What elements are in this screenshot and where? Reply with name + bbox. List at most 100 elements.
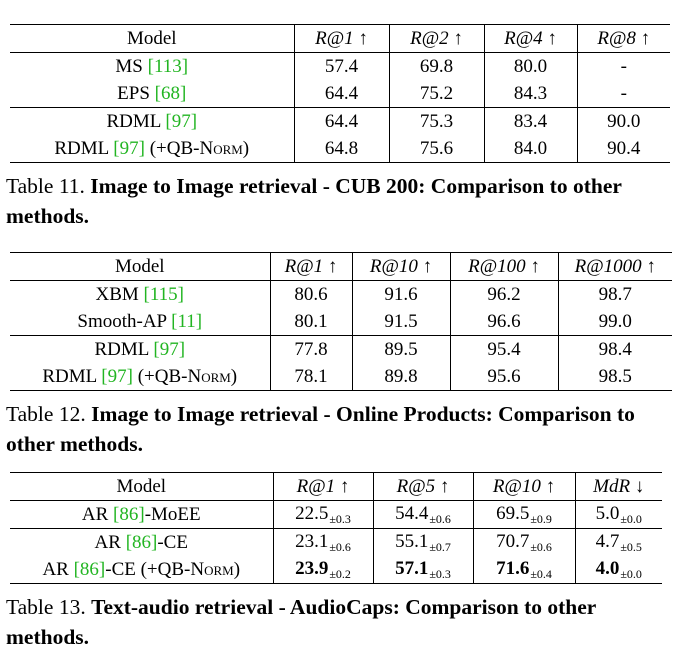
caption-label: Table 13. [6, 595, 92, 619]
value-cell: 54.4±0.6 [372, 500, 473, 529]
std-dev: ±0.5 [620, 540, 642, 554]
model-cell: RDML [97] (+QB-Norm) [10, 135, 294, 163]
table-row: AR [86]-CE (+QB-Norm) 23.9±0.2 57.1±0.3 … [10, 556, 662, 584]
value-cell: 89.8 [351, 363, 450, 391]
header-r1: R@1 ↑ [293, 24, 389, 53]
header-r5: R@5 ↑ [372, 472, 473, 501]
value-cell: 64.4 [293, 107, 389, 135]
std-dev: ±0.0 [620, 567, 642, 581]
citation-link[interactable]: [97] [113, 138, 145, 159]
value: 4.7 [595, 531, 620, 552]
value-cell: 75.2 [388, 80, 484, 108]
model-name: AR [81, 504, 114, 525]
model-name: EPS [117, 83, 155, 104]
table-row: Smooth-AP [11] 80.1 91.5 96.6 99.0 [10, 308, 672, 336]
value-cell: 5.0±0.0 [574, 500, 662, 529]
citation-link[interactable]: [11] [171, 311, 203, 332]
citation-link[interactable]: [113] [147, 56, 189, 77]
model-cell: MS [113] [10, 53, 294, 81]
model-cell: Smooth-AP [11] [10, 308, 270, 336]
header-model: Model [114, 256, 165, 277]
qb-norm-label: (+QB-Norm) [144, 138, 250, 159]
std-dev: ±0.7 [429, 540, 451, 554]
header-model: Model [116, 476, 167, 497]
model-suffix: -CE (+QB-Norm) [105, 559, 241, 580]
citation-link[interactable]: [97] [165, 111, 198, 132]
model-cell: RDML [97] [10, 336, 270, 364]
table-row: AR [86]-CE 23.1±0.6 55.1±0.7 70.7±0.6 4.… [10, 528, 662, 557]
citation-link[interactable]: [97] [153, 339, 186, 360]
table-row: MS [113] 57.4 69.8 80.0 - [10, 52, 670, 81]
value-cell: 89.5 [351, 335, 450, 363]
value-cell: 69.8 [388, 52, 484, 80]
model-cell: RDML [97] [10, 108, 294, 136]
model-name: RDML [54, 138, 114, 159]
value-cell: 22.5±0.3 [272, 500, 373, 529]
model-suffix: -CE [157, 532, 188, 553]
value: 54.4 [395, 503, 429, 524]
citation-link[interactable]: [86] [73, 559, 106, 580]
value: 57.1 [395, 558, 429, 579]
header-r1: R@1 ↑ [272, 472, 373, 501]
value-cell: 4.0±0.0 [574, 556, 662, 584]
header-r4: R@4 ↑ [483, 24, 577, 53]
value-cell: 98.5 [557, 363, 672, 391]
model-cell: RDML [97] (+QB-Norm) [10, 363, 270, 391]
model-name: Smooth-AP [77, 311, 172, 332]
std-dev: ±0.0 [620, 512, 642, 526]
table-13: Model R@1 ↑ R@5 ↑ R@10 ↑ MdR ↓ AR [86]-M… [10, 472, 662, 584]
header-r1: R@1 ↑ [269, 252, 352, 281]
header-mdr: MdR ↓ [574, 472, 662, 501]
table-row: RDML [97] 77.8 89.5 95.4 98.4 [10, 335, 672, 364]
value-cell: 84.3 [483, 80, 577, 108]
value-cell: 98.4 [557, 335, 672, 363]
value-cell: 96.2 [449, 280, 558, 308]
model-cell: AR [86]-CE (+QB-Norm) [10, 556, 273, 584]
value: 22.5 [295, 503, 329, 524]
citation-link[interactable]: [86] [113, 504, 145, 525]
value-cell: 78.1 [269, 363, 352, 391]
header-r8: R@8 ↑ [576, 24, 670, 53]
value-cell: 75.6 [388, 135, 484, 163]
table-11-caption: Table 11. Image to Image retrieval - CUB… [6, 171, 674, 231]
citation-link[interactable]: [86] [125, 532, 158, 553]
table-row: EPS [68] 64.4 75.2 84.3 - [10, 80, 670, 108]
table-row: RDML [97] (+QB-Norm) 78.1 89.8 95.6 98.5 [10, 363, 672, 391]
header-r2: R@2 ↑ [388, 24, 484, 53]
qb-norm-label: (+QB-Norm) [132, 366, 238, 387]
table-11: Model R@1 ↑ R@2 ↑ R@4 ↑ R@8 ↑ MS [113] 5… [10, 24, 670, 163]
value-cell: 69.5±0.9 [472, 500, 575, 529]
model-cell: AR [86]-CE [10, 529, 273, 557]
value-cell: 57.1±0.3 [372, 556, 473, 584]
model-name: RDML [94, 339, 154, 360]
header-r100: R@100 ↑ [449, 252, 558, 281]
value-cell: 95.6 [449, 363, 558, 391]
citation-link[interactable]: [68] [154, 83, 187, 104]
table-12-block: Model R@1 ↑ R@10 ↑ R@100 ↑ R@1000 ↑ XBM … [6, 252, 674, 459]
std-dev: ±0.4 [530, 567, 552, 581]
value: 23.1 [295, 531, 329, 552]
std-dev: ±0.9 [530, 512, 552, 526]
value-cell: 55.1±0.7 [372, 528, 473, 556]
model-cell: EPS [68] [10, 80, 294, 108]
header-r10: R@10 ↑ [351, 252, 450, 281]
citation-link[interactable]: [115] [143, 284, 184, 305]
std-dev: ±0.3 [429, 567, 451, 581]
table-11-block: Model R@1 ↑ R@2 ↑ R@4 ↑ R@8 ↑ MS [113] 5… [6, 24, 674, 231]
value-cell: - [576, 52, 670, 80]
caption-title: Image to Image retrieval - CUB 200: Comp… [6, 174, 622, 228]
header-r10: R@10 ↑ [472, 472, 575, 501]
value-cell: 95.4 [449, 335, 558, 363]
value-cell: - [576, 80, 670, 108]
value-cell: 4.7±0.5 [574, 528, 662, 556]
value: 23.9 [295, 558, 329, 579]
value: 55.1 [395, 531, 429, 552]
header-r1000: R@1000 ↑ [557, 252, 672, 281]
value-cell: 64.8 [293, 135, 389, 163]
std-dev: ±0.6 [429, 512, 451, 526]
value-cell: 90.4 [576, 135, 670, 163]
table-row: RDML [97] 64.4 75.3 83.4 90.0 [10, 107, 670, 136]
caption-title: Text-audio retrieval - AudioCaps: Compar… [6, 595, 596, 649]
citation-link[interactable]: [97] [101, 366, 133, 387]
value-cell: 70.7±0.6 [472, 528, 575, 556]
